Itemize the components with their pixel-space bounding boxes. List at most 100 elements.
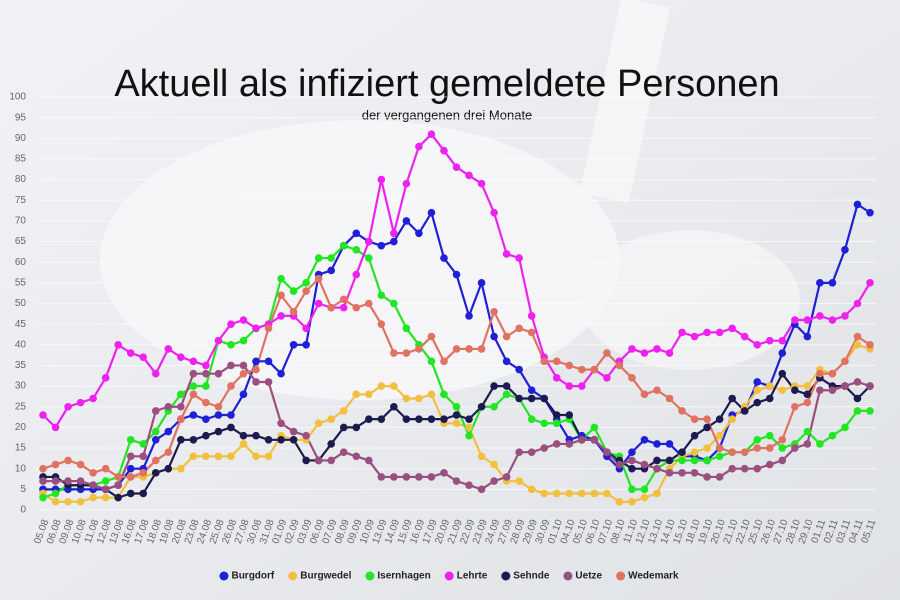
data-point bbox=[565, 382, 574, 390]
data-point bbox=[151, 435, 160, 444]
data-point bbox=[816, 312, 824, 320]
data-point bbox=[427, 415, 436, 423]
data-point bbox=[853, 299, 862, 308]
legend-label: Burgwedel bbox=[300, 571, 351, 582]
data-point bbox=[803, 332, 812, 341]
y-tick-label: 45 bbox=[15, 319, 27, 330]
data-point bbox=[527, 448, 536, 456]
data-point bbox=[490, 382, 498, 390]
data-point bbox=[239, 361, 248, 370]
data-point bbox=[339, 295, 348, 304]
data-point bbox=[765, 394, 774, 403]
data-point bbox=[640, 485, 649, 494]
y-tick-label: 75 bbox=[15, 195, 27, 206]
data-point bbox=[515, 477, 523, 485]
data-point bbox=[653, 386, 661, 395]
plot bbox=[39, 130, 874, 506]
data-point bbox=[778, 435, 787, 444]
data-point bbox=[628, 485, 636, 494]
data-point bbox=[139, 440, 148, 448]
data-point bbox=[853, 332, 862, 341]
data-point bbox=[540, 444, 549, 452]
legend-marker bbox=[616, 571, 626, 581]
data-point bbox=[490, 402, 498, 411]
data-point bbox=[477, 452, 486, 461]
data-point bbox=[39, 477, 47, 485]
data-point bbox=[415, 394, 423, 403]
data-point bbox=[202, 398, 210, 407]
data-point bbox=[765, 336, 774, 345]
data-point bbox=[540, 394, 549, 403]
data-point bbox=[678, 469, 686, 477]
data-point bbox=[177, 415, 185, 423]
data-point bbox=[465, 171, 473, 180]
data-point bbox=[527, 394, 536, 403]
data-point bbox=[465, 345, 473, 353]
data-point bbox=[151, 469, 160, 477]
data-point bbox=[440, 146, 448, 155]
data-point bbox=[440, 390, 448, 399]
data-point bbox=[628, 448, 636, 456]
data-point bbox=[277, 369, 285, 378]
data-point bbox=[151, 369, 160, 378]
data-point bbox=[791, 316, 799, 324]
data-point bbox=[803, 316, 812, 324]
data-point bbox=[853, 407, 862, 415]
data-point bbox=[39, 464, 47, 473]
data-point bbox=[452, 477, 461, 485]
data-point bbox=[390, 473, 398, 481]
data-point bbox=[440, 415, 448, 423]
data-point bbox=[603, 374, 611, 382]
data-point bbox=[527, 328, 536, 337]
data-point bbox=[177, 464, 185, 473]
data-point bbox=[828, 316, 837, 324]
data-point bbox=[603, 448, 611, 456]
data-point bbox=[101, 477, 110, 485]
data-point bbox=[565, 361, 574, 370]
data-point bbox=[427, 357, 436, 366]
data-point bbox=[552, 374, 561, 382]
data-point bbox=[828, 369, 837, 378]
background-shape bbox=[100, 120, 620, 400]
data-point bbox=[778, 456, 787, 465]
data-point bbox=[352, 270, 361, 279]
data-point bbox=[527, 386, 536, 395]
data-point bbox=[415, 415, 423, 423]
data-point bbox=[139, 489, 148, 498]
data-point bbox=[189, 369, 198, 378]
legend-item: Wedemark bbox=[616, 571, 679, 582]
legend-item: Lehrte bbox=[444, 571, 488, 582]
data-point bbox=[615, 497, 624, 506]
data-point bbox=[703, 415, 711, 423]
data-point bbox=[515, 254, 523, 262]
data-point bbox=[352, 303, 361, 312]
data-point bbox=[327, 415, 335, 423]
data-point bbox=[390, 229, 398, 238]
data-point bbox=[515, 324, 523, 333]
data-point bbox=[64, 456, 72, 465]
data-point bbox=[402, 415, 411, 423]
data-point bbox=[715, 444, 724, 452]
data-point bbox=[402, 324, 411, 333]
data-point bbox=[114, 341, 122, 349]
data-point bbox=[590, 489, 599, 498]
data-point bbox=[277, 435, 285, 444]
y-tick-label: 100 bbox=[9, 92, 26, 103]
data-point bbox=[590, 435, 599, 444]
data-point bbox=[377, 175, 386, 184]
data-point bbox=[126, 452, 135, 461]
data-point bbox=[791, 402, 799, 411]
data-point bbox=[415, 345, 423, 353]
data-point bbox=[515, 365, 523, 374]
data-point bbox=[76, 398, 85, 407]
data-point bbox=[640, 460, 649, 469]
data-point bbox=[653, 345, 661, 353]
data-point bbox=[828, 431, 837, 440]
data-point bbox=[678, 448, 686, 456]
data-point bbox=[578, 435, 586, 444]
data-point bbox=[753, 444, 762, 452]
data-point bbox=[502, 332, 511, 341]
data-point bbox=[51, 497, 60, 506]
data-point bbox=[89, 481, 97, 490]
data-point bbox=[390, 299, 398, 308]
